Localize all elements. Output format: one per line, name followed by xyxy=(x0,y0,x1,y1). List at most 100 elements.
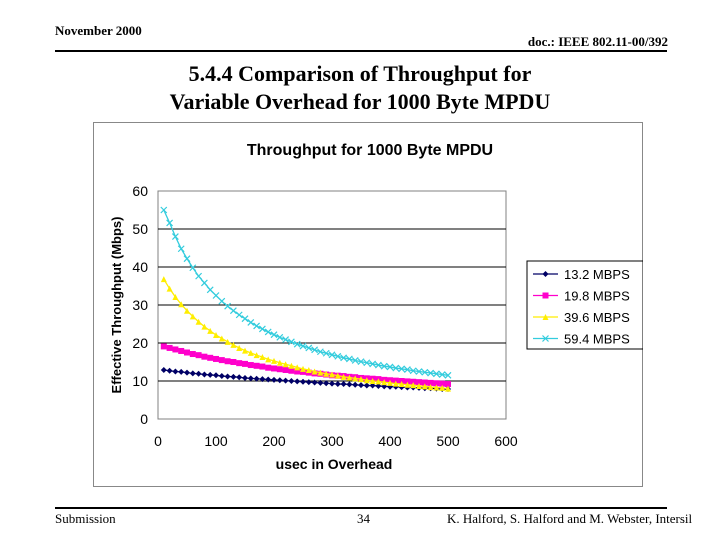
data-point xyxy=(276,359,283,366)
data-point xyxy=(265,356,272,363)
data-point xyxy=(166,367,173,374)
data-point xyxy=(322,349,330,357)
data-point xyxy=(236,360,243,367)
x-tick-label: 200 xyxy=(262,433,286,449)
data-point xyxy=(427,379,434,386)
data-point xyxy=(329,371,335,378)
data-point xyxy=(253,322,261,330)
data-point xyxy=(177,245,185,253)
data-point xyxy=(432,370,440,378)
data-point xyxy=(184,307,190,314)
data-point xyxy=(305,366,312,373)
data-point xyxy=(184,369,190,376)
y-tick-label: 30 xyxy=(132,297,148,313)
data-point xyxy=(317,379,324,386)
data-point xyxy=(392,380,399,387)
data-point xyxy=(352,375,359,382)
data-point xyxy=(358,376,364,383)
data-point xyxy=(166,285,173,292)
data-point xyxy=(189,370,196,377)
x-tick-label: 100 xyxy=(204,433,228,449)
footer-submission: Submission xyxy=(55,511,116,526)
data-point xyxy=(271,376,277,383)
data-point xyxy=(294,368,301,375)
data-point xyxy=(427,384,434,391)
data-point xyxy=(340,354,348,362)
data-point xyxy=(282,366,289,373)
data-point xyxy=(363,359,371,367)
data-point xyxy=(323,380,330,387)
data-point xyxy=(409,367,417,375)
data-point xyxy=(160,276,167,283)
x-tick-label: 0 xyxy=(154,433,162,449)
data-point xyxy=(329,380,335,387)
data-point xyxy=(346,381,353,388)
data-point xyxy=(195,318,202,325)
y-tick-label: 40 xyxy=(132,259,148,275)
data-point xyxy=(236,374,243,381)
data-point xyxy=(294,364,301,371)
data-point xyxy=(166,344,173,351)
data-point xyxy=(381,379,388,386)
legend-label: 19.8 MBPS xyxy=(564,289,630,304)
data-point xyxy=(172,368,179,375)
data-point xyxy=(172,294,179,301)
data-point xyxy=(242,374,248,381)
data-point xyxy=(363,377,370,384)
data-point xyxy=(352,381,359,388)
data-point xyxy=(433,380,440,387)
data-point xyxy=(253,375,260,382)
data-point xyxy=(259,363,266,370)
data-point xyxy=(200,279,208,287)
data-point xyxy=(317,369,324,376)
data-point xyxy=(230,373,237,380)
data-point xyxy=(334,381,341,388)
data-point xyxy=(358,382,364,389)
data-point xyxy=(345,355,353,363)
data-point xyxy=(316,348,324,356)
data-point xyxy=(300,378,306,385)
data-point xyxy=(287,338,295,346)
throughput-chart: Throughput for 1000 Byte MPDU 0 10 20 30 40 50… xyxy=(109,142,643,472)
data-point xyxy=(224,358,231,365)
data-point xyxy=(392,377,399,384)
data-point xyxy=(444,371,452,379)
data-point xyxy=(421,368,429,376)
data-point xyxy=(294,378,301,385)
data-point xyxy=(183,255,191,263)
data-point xyxy=(369,378,376,384)
data-point xyxy=(247,349,254,356)
data-point xyxy=(230,359,237,365)
data-point xyxy=(212,292,220,299)
data-point xyxy=(172,346,179,353)
data-point xyxy=(213,355,219,362)
data-point xyxy=(404,378,411,385)
data-point xyxy=(369,360,377,368)
data-point xyxy=(439,380,446,387)
data-point xyxy=(311,346,319,354)
data-point xyxy=(340,381,347,388)
data-point xyxy=(218,297,226,305)
data-point xyxy=(351,357,359,364)
slide-title-line-1: 5.4.4 Comparison of Throughput for xyxy=(188,61,532,86)
data-point xyxy=(363,382,370,389)
data-point xyxy=(247,319,255,326)
data-point xyxy=(375,378,382,385)
data-point xyxy=(416,379,422,386)
data-point xyxy=(213,332,219,339)
data-point xyxy=(288,362,295,369)
data-point xyxy=(236,344,243,351)
data-point xyxy=(166,219,174,227)
legend-label: 13.2 MBPS xyxy=(564,267,630,282)
data-point xyxy=(253,362,260,369)
data-point xyxy=(421,379,428,386)
data-point xyxy=(247,362,254,369)
data-point xyxy=(218,335,225,342)
data-point xyxy=(288,378,295,384)
data-point xyxy=(184,349,190,356)
data-point xyxy=(160,366,167,373)
data-point xyxy=(334,352,342,360)
data-point xyxy=(207,327,214,334)
data-point xyxy=(282,377,289,384)
legend-marker xyxy=(542,314,549,320)
